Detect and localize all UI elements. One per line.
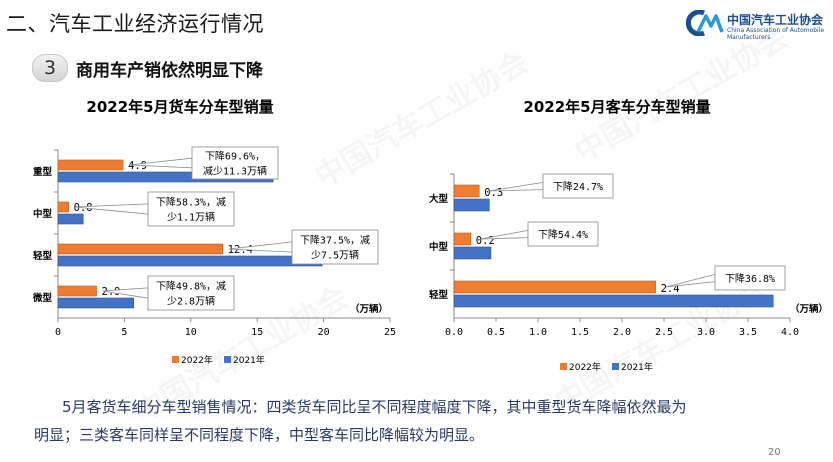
callout-seam [715, 275, 718, 281]
x-tick-label: 10 [185, 327, 197, 338]
chart-title: 2022年5月货车分车型销量 [86, 98, 273, 116]
data-label-2022: 0.3 [484, 187, 503, 199]
section-title: 二、汽车工业经济运行情况 [6, 12, 264, 36]
callout-text: 下降24.7% [553, 180, 603, 193]
bar-2021-微型 [57, 297, 134, 309]
callout-pointer [665, 273, 716, 288]
x-tick-label: 0 [55, 327, 61, 338]
legend-label: 2022年 [181, 354, 213, 366]
bar-2022-微型 [57, 285, 97, 297]
summary-line-1: 5月客货车细分车型销售情况：四类货车同比呈不同程度幅度下降，其中重型货车降幅依然… [62, 398, 687, 416]
bus-sales-chart: 2022年5月客车分车型销量 0.0 0.5 1.0 1.5 2.0 2.5 3.0 3.5 4.… [429, 98, 828, 373]
bar-2022-重型 [57, 159, 124, 171]
callout-box [542, 173, 614, 199]
callout-text: 少1.1万辆 [167, 211, 215, 224]
chart-title: 2022年5月客车分车型销量 [523, 98, 710, 116]
logo-name-cn: 中国汽车工业协会 [727, 13, 824, 27]
callout-box [527, 221, 599, 247]
callout-text: 下降36.8% [725, 272, 775, 285]
truck-sales-chart: 2022年5月货车分车型销量 0 5 10 15 20 25 （万辆） 重型 4.9 下降69.6%… [32, 98, 396, 366]
callout-seam [528, 231, 531, 237]
legend-swatch-2021年 [224, 356, 231, 363]
x-tick-label: 4.0 [781, 327, 799, 338]
bar-2021-中型 [453, 246, 492, 260]
x-tick-label: 0.5 [487, 327, 505, 338]
callout-text: 少2.8万辆 [167, 295, 215, 308]
x-tick-label: 0.0 [445, 327, 463, 338]
callout-seam [148, 204, 151, 214]
bar-2022-中型 [57, 201, 69, 213]
page-number: 20 [768, 447, 781, 458]
callout-seam [192, 158, 195, 168]
legend-swatch-2022年 [560, 363, 567, 370]
callout-text: 下降49.8%，减 [156, 280, 226, 293]
callout-seam [148, 288, 151, 298]
unit-label: （万辆） [350, 303, 388, 315]
x-tick-label: 5 [121, 327, 127, 338]
logo-name-en: China Association of Automobile Manufact… [727, 27, 825, 41]
bar-2022-轻型 [453, 280, 656, 294]
callout-seam [543, 183, 546, 189]
summary-line-2: 明显；三类客车同样呈不同程度下降，中型客车同比降幅较为明显。 [34, 426, 485, 444]
x-tick-label: 25 [384, 327, 396, 338]
x-tick-label: 1.5 [571, 327, 589, 338]
bar-2022-轻型 [57, 243, 223, 255]
category-label: 微型 [32, 292, 53, 304]
category-label: 大型 [429, 193, 449, 205]
category-label: 轻型 [33, 250, 53, 262]
subsection-number-badge: 3 [32, 54, 68, 82]
callout-box [191, 146, 279, 180]
x-tick-label: 3.0 [697, 327, 715, 338]
callout-box [291, 229, 379, 265]
subsection-title: 商用车产销依然明显下降 [76, 61, 263, 81]
legend-swatch-2022年 [172, 356, 179, 363]
bar-2021-轻型 [453, 294, 774, 308]
x-tick-label: 20 [318, 327, 330, 338]
callout-text: 减少11.3万辆 [203, 165, 267, 178]
callout-box [147, 191, 235, 227]
x-tick-label: 2.5 [655, 327, 673, 338]
callout-text: 下降58.3%，减 [156, 196, 226, 209]
callout-text: 下降37.5%，减 [300, 234, 370, 247]
callout-text: 少7.5万辆 [311, 249, 359, 262]
legend-label: 2021年 [233, 354, 265, 366]
bar-2021-大型 [453, 198, 490, 212]
category-label: 重型 [33, 166, 53, 178]
x-tick-label: 3.5 [739, 327, 757, 338]
bar-2021-中型 [57, 213, 84, 225]
callout-seam [292, 242, 295, 252]
bar-2021-轻型 [57, 255, 323, 267]
x-tick-label: 1.0 [529, 327, 547, 338]
bar-2022-中型 [453, 232, 472, 246]
legend-swatch-2021年 [612, 363, 619, 370]
callout-box [714, 265, 786, 291]
summary-paragraph: 5月客货车细分车型销售情况：四类货车同比呈不同程度幅度下降，其中重型货车降幅依然… [34, 393, 824, 449]
category-label: 轻型 [429, 289, 449, 301]
data-label-2022: 4.9 [128, 160, 147, 172]
legend-label: 2021年 [621, 361, 653, 373]
bar-2022-大型 [453, 184, 480, 198]
category-label: 中型 [429, 241, 449, 253]
legend-label: 2022年 [569, 361, 601, 373]
x-tick-label: 2.0 [613, 327, 631, 338]
callout-text: 下降69.6%， [205, 150, 265, 163]
caam-logo-icon [685, 10, 724, 36]
callout-box [147, 275, 235, 311]
category-label: 中型 [33, 208, 53, 220]
unit-label: （万辆） [790, 303, 828, 315]
callout-text: 下降54.4% [538, 228, 588, 241]
x-tick-label: 15 [251, 327, 263, 338]
